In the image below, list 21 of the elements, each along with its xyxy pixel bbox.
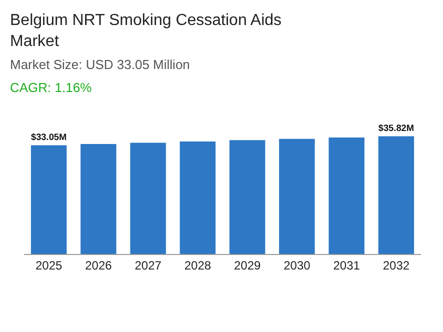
x-tick-label: 2026 <box>85 258 112 272</box>
x-tick-label: 2029 <box>234 258 261 272</box>
bar <box>130 142 166 254</box>
x-tick-label: 2027 <box>134 258 162 272</box>
x-tick-label: 2032 <box>382 258 410 272</box>
chart-title: Belgium NRT Smoking Cessation Aids Market <box>10 12 282 50</box>
bar <box>30 145 67 254</box>
x-tick-label: 2028 <box>184 258 212 272</box>
x-tick-label: 2025 <box>35 258 62 272</box>
data-label: $35.82M <box>378 123 414 134</box>
bar <box>279 138 315 254</box>
x-tick-label: 2030 <box>284 258 311 272</box>
text: CAGR: 1.16% <box>10 80 92 95</box>
bar <box>328 138 364 254</box>
x-tick-label: 2031 <box>333 258 360 272</box>
data-label: $33.05M <box>30 132 68 142</box>
bar <box>378 136 414 254</box>
bar <box>229 140 266 254</box>
bar <box>180 141 216 254</box>
chart-subtitle: Market Size: USD 33.05 Million <box>10 57 190 72</box>
bar <box>80 144 116 254</box>
